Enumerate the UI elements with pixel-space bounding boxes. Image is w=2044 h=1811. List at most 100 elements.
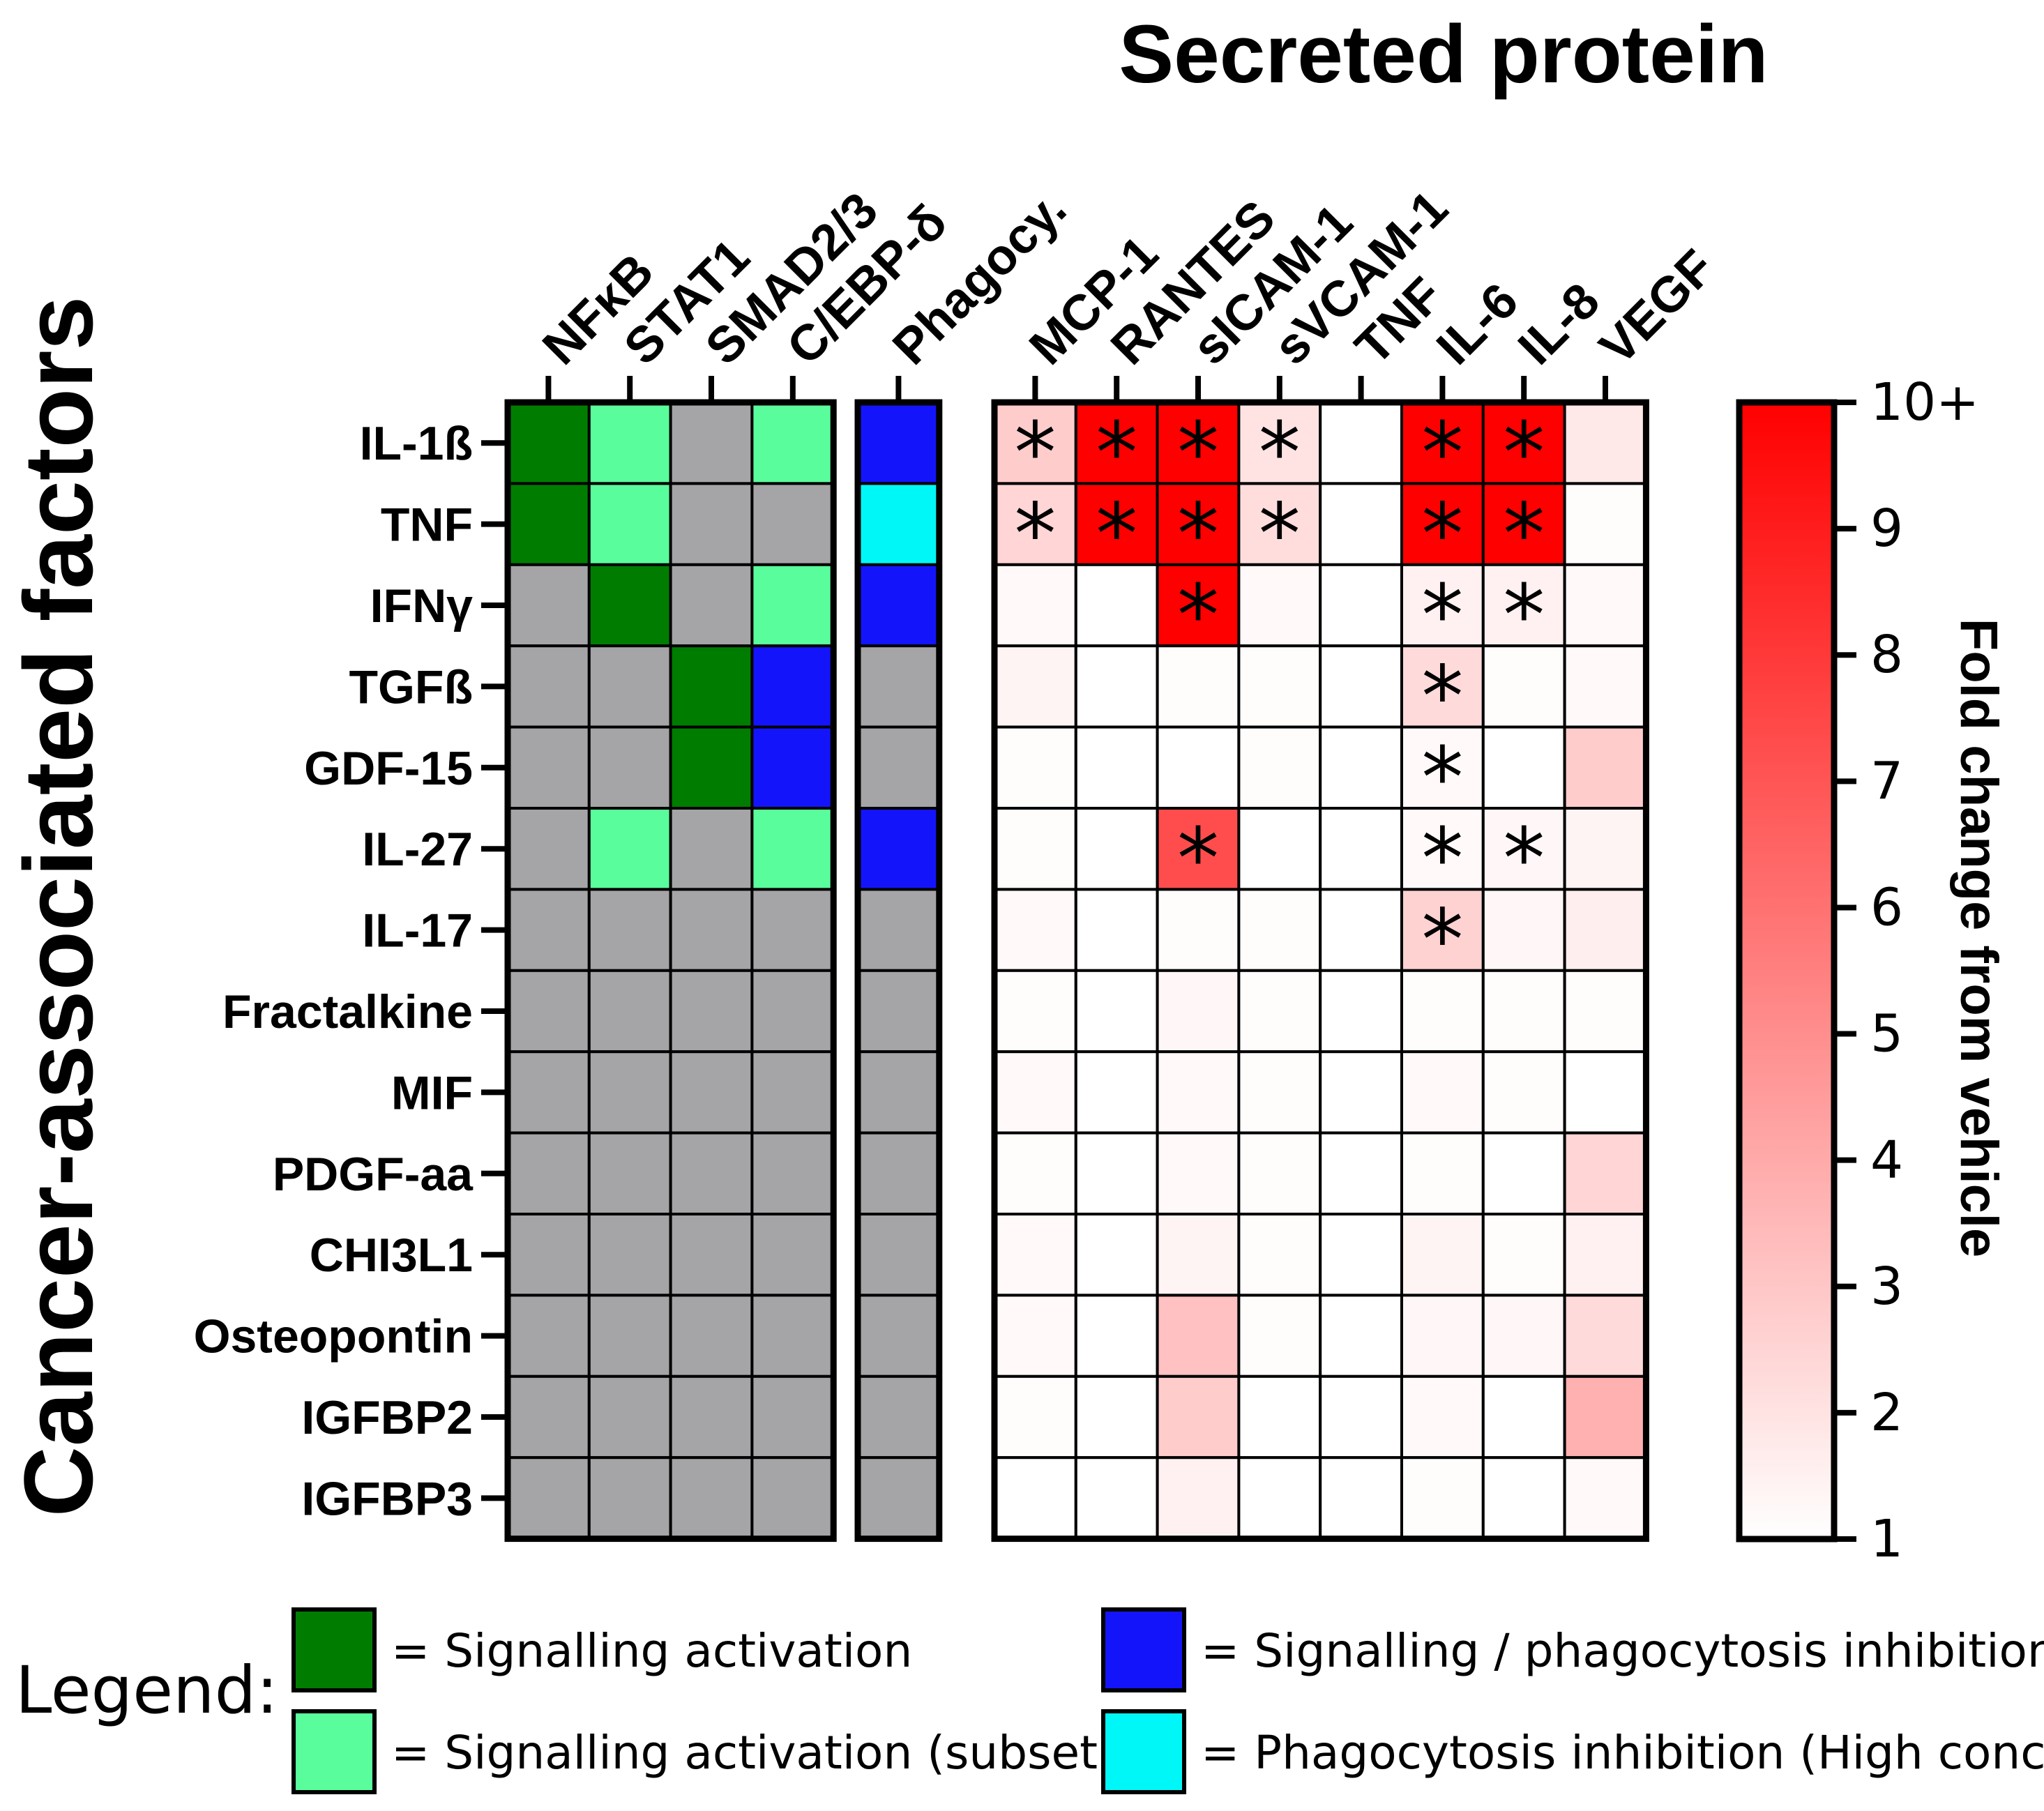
heatmap-cell <box>1074 1131 1159 1215</box>
heatmap-cell <box>1319 1213 1403 1297</box>
heatmap-cell <box>750 401 835 485</box>
column-label: IL-6 <box>1426 273 1529 375</box>
heatmap-cell <box>1400 1456 1485 1540</box>
heatmap-cell <box>1319 563 1403 648</box>
heatmap-cell <box>1237 563 1322 648</box>
heatmap-cell <box>587 1374 672 1460</box>
heatmap-cell <box>1156 1456 1241 1540</box>
legend-label: = Phagocytosis inhibition (High conc.) <box>1201 1726 2044 1780</box>
heatmap-cell <box>1481 1294 1566 1378</box>
colorbar-tick-label: 10+ <box>1870 372 1979 432</box>
panel-border <box>504 399 837 1543</box>
heatmap-cell <box>1074 1374 1159 1460</box>
column-labels: NFκBSTAT1SMAD2/3C/EBP-δPhagocy.MCP-1RANT… <box>532 180 1725 400</box>
colorbar-tick-label: 8 <box>1870 625 1903 685</box>
heatmap-cell <box>506 401 591 485</box>
heatmap-cell <box>1563 1374 1648 1460</box>
heatmap-cell <box>856 807 941 891</box>
heatmap-cell <box>1563 1456 1648 1540</box>
legend-swatch <box>292 1607 377 1692</box>
heatmap-cell <box>1563 563 1648 648</box>
heatmap-cell <box>750 1456 835 1540</box>
heatmap-cell <box>993 1213 1077 1297</box>
heatmap-cell <box>1074 969 1159 1054</box>
heatmap-cell <box>1319 644 1403 729</box>
legend-title: Legend: <box>15 1653 278 1729</box>
heatmap-cell <box>1319 1456 1403 1540</box>
heatmap-cell <box>506 807 591 891</box>
heatmap-cell <box>1237 1374 1322 1460</box>
heatmap-cell <box>750 1294 835 1378</box>
colorbar-gradient <box>1736 399 1838 1543</box>
colorbar-label: Fold change from vehicle <box>1949 619 2008 1257</box>
heatmap-cell <box>1074 725 1159 810</box>
heatmap-cell <box>669 482 754 566</box>
row-label: CHI3L1 <box>310 1229 473 1282</box>
heatmap-cell <box>506 563 591 648</box>
row-label: IGFBP3 <box>301 1472 473 1525</box>
colorbar-tick-label: 4 <box>1870 1130 1903 1190</box>
heatmap-cell <box>1563 969 1648 1054</box>
heatmap-cell <box>587 725 672 810</box>
heatmap-cell <box>750 725 835 810</box>
heatmap-cell <box>993 725 1077 810</box>
heatmap-cell <box>1074 1050 1159 1135</box>
colorbar-tick-label: 9 <box>1870 499 1903 559</box>
row-label: IFNγ <box>370 579 474 632</box>
heatmap-cell <box>1074 1213 1159 1297</box>
heatmap-cell <box>1237 1213 1322 1297</box>
heatmap-cell <box>1563 1131 1648 1215</box>
phagocytosis-panel <box>854 399 943 1543</box>
row-label: TNF <box>381 499 473 552</box>
heatmap-cell <box>1481 725 1566 810</box>
colorbar-tick-label: 5 <box>1870 1004 1903 1064</box>
heatmap-cell <box>1400 807 1485 891</box>
heatmap-cell <box>1400 1374 1485 1460</box>
heatmap-cell <box>750 563 835 648</box>
heatmap-cell <box>1563 1294 1648 1378</box>
heatmap-cell <box>587 644 672 729</box>
heatmap-cell <box>506 482 591 566</box>
row-label: IGFBP2 <box>301 1391 473 1444</box>
heatmap-cell <box>1074 563 1159 648</box>
heatmap-cell <box>993 1050 1077 1135</box>
heatmap-cell <box>587 563 672 648</box>
heatmap-cell <box>1156 482 1241 566</box>
heatmap-cell <box>856 482 941 566</box>
heatmap-cell <box>993 1374 1077 1460</box>
heatmap-cell <box>856 401 941 485</box>
heatmap-cell <box>506 1050 591 1135</box>
heatmap-cell <box>1237 888 1322 972</box>
heatmap-cell <box>993 1294 1077 1378</box>
row-label: Fractalkine <box>222 985 473 1038</box>
heatmap-cell <box>1156 1213 1241 1297</box>
heatmap-cell <box>506 1131 591 1215</box>
row-label: PDGF-aa <box>273 1148 474 1201</box>
heatmap-cell <box>856 1213 941 1297</box>
heatmap-cell <box>669 644 754 729</box>
colorbar-tick-label: 7 <box>1870 751 1903 811</box>
heatmap-cell <box>1237 807 1322 891</box>
heatmap-cell <box>1074 1294 1159 1378</box>
heatmap-cell <box>1237 1456 1322 1540</box>
heatmap-cell <box>1156 888 1241 972</box>
heatmap-cell <box>1563 401 1648 485</box>
heatmap-cell <box>587 1213 672 1297</box>
heatmap-cell <box>1319 401 1403 485</box>
colorbar: 1 2 3 4 5 6 7 8 9 10+ <box>1736 372 1979 1569</box>
heatmap-cell <box>856 1456 941 1540</box>
heatmap-cell <box>669 1131 754 1215</box>
heatmap-cell <box>856 563 941 648</box>
heatmap-cell <box>1563 482 1648 566</box>
row-label: IL-27 <box>362 823 473 876</box>
legend-swatch <box>1101 1709 1186 1794</box>
heatmap-cell <box>750 807 835 891</box>
heatmap-cell <box>1237 969 1322 1054</box>
heatmap-cell <box>1319 1050 1403 1135</box>
heatmap-cell <box>1156 725 1241 810</box>
legend-swatch <box>1101 1607 1186 1692</box>
row-labels: IL-1ß TNF IFNγ TGFß GDF-15 IL-27 IL-17 Fractalk… <box>194 417 506 1525</box>
heatmap-cell <box>506 1213 591 1297</box>
heatmap-cell <box>1319 969 1403 1054</box>
heatmap-cell <box>587 1131 672 1215</box>
